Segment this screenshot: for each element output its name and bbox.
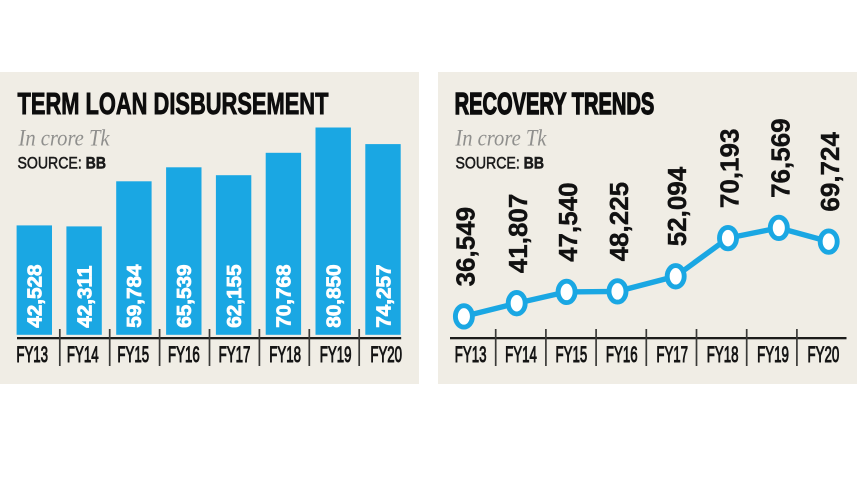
svg-text:FY17: FY17 [656,341,688,367]
svg-text:70,193: 70,193 [715,129,745,209]
svg-text:FY18: FY18 [707,341,739,367]
svg-text:47,540: 47,540 [553,182,583,262]
svg-text:62,155: 62,155 [223,265,246,328]
svg-text:FY13: FY13 [455,341,487,367]
svg-text:FY16: FY16 [606,341,638,367]
svg-text:TERM LOAN DISBURSEMENT: TERM LOAN DISBURSEMENT [18,86,329,121]
svg-text:42,311: 42,311 [73,266,96,328]
svg-text:In crore Tk: In crore Tk [454,126,546,151]
svg-text:In crore Tk: In crore Tk [18,126,110,151]
svg-text:SOURCE: BB: SOURCE: BB [18,154,107,172]
svg-text:74,257: 74,257 [372,265,395,328]
svg-text:52,094: 52,094 [662,166,692,246]
svg-text:SOURCE: BB: SOURCE: BB [456,154,545,172]
svg-text:RECOVERY TRENDS: RECOVERY TRENDS [455,85,655,121]
svg-text:42,528: 42,528 [24,265,47,328]
svg-text:69,724: 69,724 [815,132,845,212]
svg-text:65,539: 65,539 [173,265,196,328]
svg-text:41,807: 41,807 [503,194,533,274]
svg-text:FY14: FY14 [505,341,537,367]
svg-text:48,225: 48,225 [604,182,634,262]
svg-text:FY14: FY14 [67,341,99,367]
svg-text:FY19: FY19 [757,341,789,367]
svg-text:FY15: FY15 [556,341,588,367]
svg-text:FY17: FY17 [219,341,251,367]
svg-text:FY20: FY20 [370,341,402,367]
svg-text:FY15: FY15 [117,341,149,367]
svg-text:36,549: 36,549 [450,207,480,287]
svg-text:FY19: FY19 [320,341,352,367]
svg-text:70,768: 70,768 [273,265,296,328]
svg-text:FY18: FY18 [269,341,301,367]
svg-text:59,784: 59,784 [123,264,146,328]
svg-text:FY13: FY13 [16,341,48,367]
svg-text:FY20: FY20 [808,341,840,367]
svg-text:76,569: 76,569 [765,118,795,198]
svg-text:FY16: FY16 [168,341,200,367]
svg-text:80,850: 80,850 [323,265,346,328]
